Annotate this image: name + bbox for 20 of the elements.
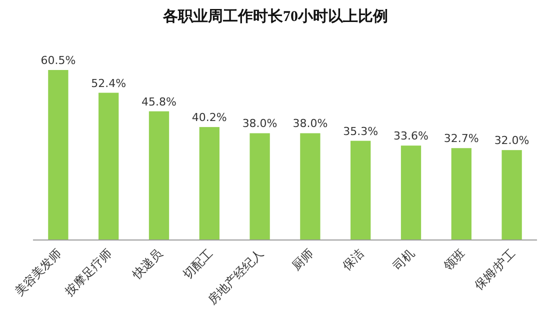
chart-title: 各职业周工作时长70小时以上比例 <box>162 8 388 25</box>
data-label: 32.0% <box>494 134 530 148</box>
data-label: 45.8% <box>142 95 176 108</box>
data-label: 32.7% <box>444 132 479 146</box>
data-label: 40.2% <box>192 111 227 124</box>
data-label: 33.6% <box>394 130 428 143</box>
x-tick-label: 司机 <box>390 246 418 274</box>
data-label: 35.3% <box>343 124 378 138</box>
x-tick-label: 领班 <box>440 246 468 274</box>
x-tick-label: 厨师 <box>289 246 316 274</box>
x-tick-label: 保洁 <box>340 246 367 274</box>
x-tick-label: 快递员 <box>129 246 166 282</box>
x-tick-label: 切配工 <box>180 246 216 282</box>
data-label: 60.5% <box>40 54 76 67</box>
data-label: 38.0% <box>242 117 278 130</box>
x-tick-label: 按摩足疗师 <box>62 246 115 299</box>
data-label: 52.4% <box>91 76 126 90</box>
x-tick-label: 保姆/护工 <box>472 246 518 292</box>
data-label: 38.0% <box>292 117 328 130</box>
x-tick-label: 美容美发师 <box>12 246 64 299</box>
